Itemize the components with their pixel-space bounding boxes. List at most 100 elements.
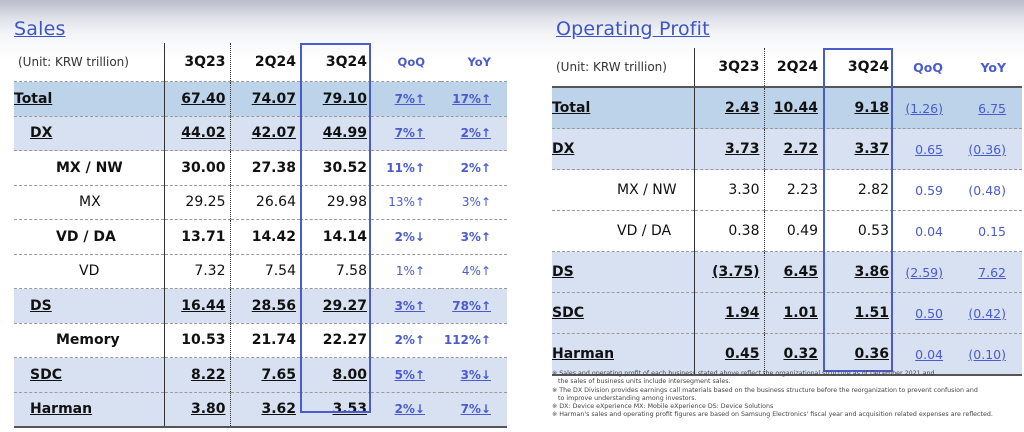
sales-cell-yoy: 3%↓ xyxy=(441,357,507,393)
sales-value: 13.71 xyxy=(181,228,226,245)
op-cell-2q24: 2.72 xyxy=(764,128,822,170)
sales-row-label: MX xyxy=(14,185,165,220)
op-value: 0.45 xyxy=(724,346,760,362)
footnote-line-continued: to improve understanding among investors… xyxy=(558,394,697,402)
sales-value: 14.14 xyxy=(322,228,367,245)
op-cell-qoq: (2.59) xyxy=(893,251,959,293)
sales-cell-3q23: 30.00 xyxy=(164,150,231,186)
sales-value: 27.38 xyxy=(251,159,296,176)
sales-cell-yoy: 78%↑ xyxy=(441,288,507,324)
sales-value: 44.99 xyxy=(322,125,367,142)
sales-row-label-text: Memory xyxy=(56,332,120,349)
sales-col-header-qoq: QoQ xyxy=(371,43,441,82)
sales-row-label: DS xyxy=(14,288,165,324)
sales-cell-qoq: 13%↑ xyxy=(371,185,441,220)
sales-row: Total 67.40 74.07 79.10 7%↑ 17%↑ xyxy=(14,81,507,117)
sales-table: (Unit: KRW trillion) 3Q23 2Q24 3Q24 QoQ YoY To… xyxy=(14,43,507,428)
sales-cell-yoy: 3%↑ xyxy=(441,219,507,255)
sales-cell-3q24: 79.10 xyxy=(300,81,371,117)
sales-row-label: Total xyxy=(14,81,165,117)
op-cell-3q24: 0.53 xyxy=(822,210,893,252)
sales-value: 44.02 xyxy=(181,125,226,142)
op-value: 9.18 xyxy=(854,100,889,116)
sales-qoq-value: 13%↑ xyxy=(388,195,425,210)
op-qoq-value: 0.04 xyxy=(915,223,943,239)
op-row: VD / DA 0.38 0.49 0.53 0.04 0.15 xyxy=(552,210,1022,252)
sales-col-header-3q23: 3Q23 xyxy=(164,43,231,82)
sales-cell-qoq: 7%↑ xyxy=(371,81,441,117)
op-row-label: Total xyxy=(552,87,695,129)
op-row: DX 3.73 2.72 3.37 0.65 (0.36) xyxy=(552,128,1022,170)
op-cell-yoy: 7.62 xyxy=(959,251,1022,293)
op-row-label: DS xyxy=(552,251,695,293)
op-value: 1.51 xyxy=(854,305,889,321)
op-value: 10.44 xyxy=(773,100,818,116)
sales-yoy-value: 78%↑ xyxy=(452,298,491,313)
sales-cell-3q23: 67.40 xyxy=(164,81,231,117)
op-row: DS (3.75) 6.45 3.86 (2.59) 7.62 xyxy=(552,251,1022,293)
op-cell-yoy: (0.48) xyxy=(959,169,1022,211)
op-value: 2.82 xyxy=(857,182,889,198)
op-cell-2q24: 1.01 xyxy=(764,292,822,334)
sales-yoy-value: 2%↑ xyxy=(460,160,491,175)
sales-row-label-text: Harman xyxy=(30,401,93,418)
sales-value: 7.54 xyxy=(264,263,296,280)
op-yoy-value: (0.10) xyxy=(968,346,1006,362)
sales-cell-qoq: 3%↑ xyxy=(371,288,441,324)
sales-cell-2q24: 21.74 xyxy=(230,323,300,358)
sales-cell-3q24: 30.52 xyxy=(300,150,371,186)
sales-cell-yoy: 3%↑ xyxy=(441,185,507,220)
sales-row-label: VD xyxy=(14,254,165,289)
op-cell-qoq: 0.04 xyxy=(893,333,959,376)
op-row-label: SDC xyxy=(552,292,695,334)
sales-value: 7.65 xyxy=(261,366,296,383)
sales-cell-3q24: 8.00 xyxy=(300,357,371,393)
op-value: 1.94 xyxy=(724,305,760,321)
op-cell-2q24: 0.32 xyxy=(764,333,822,376)
sales-col-header-2q24: 2Q24 xyxy=(230,43,300,82)
op-row-label-text: SDC xyxy=(552,305,584,321)
sales-qoq-value: 1%↑ xyxy=(395,264,425,279)
sales-row-label-text: DS xyxy=(30,297,52,314)
op-cell-3q24: 3.37 xyxy=(822,128,893,170)
op-cell-yoy: (0.42) xyxy=(959,292,1022,334)
sales-yoy-value: 3%↑ xyxy=(460,229,491,244)
sales-value: 30.52 xyxy=(322,159,367,176)
sales-value: 16.44 xyxy=(181,297,226,314)
op-col-header-3q23: 3Q23 xyxy=(694,48,765,88)
sales-qoq-value: 7%↑ xyxy=(394,91,425,106)
sales-cell-2q24: 28.56 xyxy=(230,288,300,324)
op-cell-2q24: 6.45 xyxy=(764,251,822,293)
op-qoq-value: (1.26) xyxy=(905,100,943,116)
footnote-line: ※ Harman's sales and operating profit fi… xyxy=(552,411,993,419)
sales-value: 26.64 xyxy=(255,194,296,211)
sales-value: 7.58 xyxy=(335,263,367,280)
op-row-label-text: DS xyxy=(552,264,574,280)
sales-cell-3q23: 7.32 xyxy=(164,254,231,289)
sales-cell-qoq: 5%↑ xyxy=(371,357,441,393)
sales-value: 29.27 xyxy=(322,297,367,314)
sales-yoy-value: 112%↑ xyxy=(443,333,491,348)
sales-value: 29.98 xyxy=(326,194,367,211)
op-cell-2q24: 0.49 xyxy=(764,210,822,252)
op-yoy-value: 0.15 xyxy=(978,223,1006,239)
op-value: 0.38 xyxy=(728,223,760,239)
op-row-label-text: Total xyxy=(552,100,591,116)
sales-value: 42.07 xyxy=(251,125,296,142)
sales-title: Sales xyxy=(14,18,66,40)
footnotes: ※ Sales and operating profit of each bus… xyxy=(552,370,1022,420)
sales-value: 74.07 xyxy=(251,90,296,107)
sales-row-label-text: MX / NW xyxy=(56,159,123,176)
sales-row: DX 44.02 42.07 44.99 7%↑ 2%↑ xyxy=(14,116,507,151)
op-qoq-value: 0.65 xyxy=(915,141,943,157)
op-row-label: DX xyxy=(552,128,695,170)
op-cell-2q24: 10.44 xyxy=(764,87,822,129)
sales-cell-3q23: 10.53 xyxy=(164,323,231,358)
sales-row-label: DX xyxy=(14,116,165,151)
sales-cell-3q24: 29.27 xyxy=(300,288,371,324)
op-yoy-value: (0.42) xyxy=(968,305,1006,321)
sales-cell-qoq: 11%↑ xyxy=(371,150,441,186)
sales-cell-yoy: 4%↑ xyxy=(441,254,507,289)
sales-cell-yoy: 2%↑ xyxy=(441,116,507,151)
sales-header-row: (Unit: KRW trillion) 3Q23 2Q24 3Q24 QoQ YoY xyxy=(14,43,507,82)
